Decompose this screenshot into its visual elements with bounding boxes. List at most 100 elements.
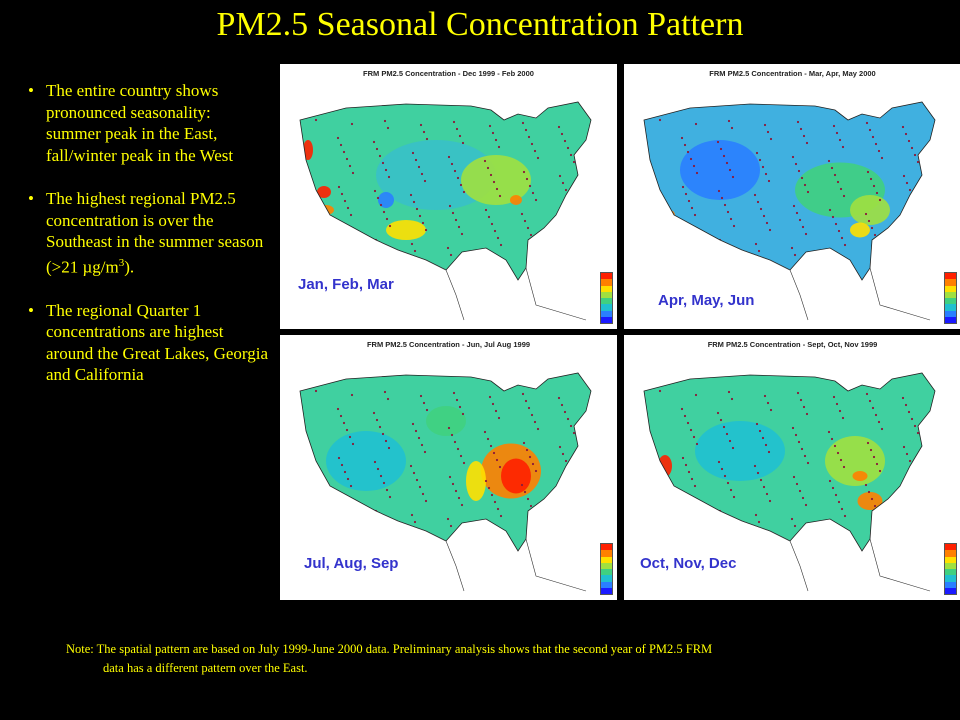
monitor-site-dot: [759, 207, 763, 211]
colorbar-swatch: [945, 298, 956, 305]
monitor-site-dot: [805, 412, 809, 416]
monitor-site-dot: [421, 221, 425, 225]
monitor-site-dot: [386, 126, 390, 130]
border-lines: [375, 510, 587, 592]
monitor-site-dot: [827, 159, 831, 163]
monitor-site-dot: [829, 257, 833, 261]
monitor-site-dot: [460, 503, 464, 507]
monitor-site-dot: [527, 135, 531, 139]
monitor-site-dot: [658, 118, 662, 122]
monitor-site-dot: [757, 520, 761, 524]
monitor-site-dot: [528, 184, 532, 188]
monitor-site-dot: [879, 247, 883, 251]
monitor-site-dot: [342, 421, 346, 425]
monitor-site-dot: [912, 515, 916, 519]
us-pm25-map-q4: [643, 372, 936, 592]
monitor-site-dot: [522, 170, 526, 174]
monitor-site-dot: [462, 461, 466, 465]
concentration-region: [658, 455, 672, 477]
monitor-site-dot: [492, 180, 496, 184]
monitor-site-dot: [798, 218, 802, 222]
monitor-site-dot: [563, 139, 567, 143]
slide-title: PM2.5 Seasonal Concentration Pattern: [216, 6, 744, 43]
monitor-site-dot: [458, 134, 462, 138]
monitor-site-dot: [878, 198, 882, 202]
monitor-site-dot: [571, 522, 575, 526]
concentration-region: [501, 458, 531, 494]
monitor-site-dot: [916, 160, 920, 164]
monitor-site-dot: [917, 209, 921, 213]
monitor-site-dot: [450, 433, 454, 437]
monitor-site-dot: [455, 127, 459, 131]
monitor-site-dot: [800, 176, 804, 180]
monitor-site-dot: [415, 478, 419, 482]
concentration-region: [665, 210, 675, 220]
monitor-site-dot: [528, 455, 532, 459]
monitor-site-dot: [799, 398, 803, 402]
monitor-site-dot: [486, 166, 490, 170]
map-base-shape: [644, 373, 935, 551]
monitor-site-dot: [828, 208, 832, 212]
monitor-site-dot: [840, 507, 844, 511]
monitor-site-dot: [346, 477, 350, 481]
monitor-site-dot: [909, 237, 913, 241]
monitor-site-dot: [411, 422, 415, 426]
monitor-site-dot: [716, 411, 720, 415]
monitor-site-dot: [459, 183, 463, 187]
monitor-site-dot: [531, 462, 535, 466]
monitor-site-dot: [880, 156, 884, 160]
concentration-region: [850, 222, 870, 238]
monitor-site-dot: [791, 155, 795, 159]
us-pm25-map-q3: [299, 372, 592, 592]
monitor-site-dot: [485, 528, 489, 532]
season-label: Oct, Nov, Dec: [640, 555, 737, 572]
monitor-site-dot: [727, 119, 731, 123]
map-base-shape: [300, 373, 591, 551]
monitor-site-dot: [909, 508, 913, 512]
monitor-site-dot: [872, 455, 876, 459]
colorbar-swatch: [945, 550, 956, 557]
monitor-site-dot: [794, 433, 798, 437]
monitor-site-dot: [832, 124, 836, 128]
monitor-site-dot: [766, 401, 770, 405]
map-panel-q3: FRM PM2.5 Concentration - Jun, Jul Aug 1…: [280, 335, 617, 600]
monitor-site-dot: [915, 522, 919, 526]
monitor-site-dot: [414, 429, 418, 433]
monitor-site-dot: [524, 128, 528, 132]
monitor-site-dot: [337, 456, 341, 460]
monitor-site-dot: [725, 432, 729, 436]
colorbar-swatch: [945, 569, 956, 576]
monitor-site-dot: [568, 515, 572, 519]
monitor-site-dot: [461, 412, 465, 416]
monitor-site-dot: [720, 467, 724, 471]
monitor-site-dot: [344, 519, 348, 523]
monitor-site-dot: [756, 471, 760, 475]
monitor-site-dot: [566, 146, 570, 150]
monitor-site-dot: [339, 414, 343, 418]
colorbar-swatch: [945, 304, 956, 311]
colorbar-legend: [600, 272, 613, 324]
colorbar-swatch: [945, 544, 956, 551]
monitor-site-dot: [526, 497, 530, 501]
season-label: Jul, Aug, Sep: [304, 555, 399, 572]
monitor-site-dot: [521, 392, 525, 396]
monitor-site-dot: [792, 475, 796, 479]
monitor-site-dot: [419, 394, 423, 398]
monitor-site-dot: [725, 161, 729, 165]
monitor-site-dot: [346, 206, 350, 210]
monitor-site-dot: [380, 523, 384, 527]
monitor-site-dot: [384, 439, 388, 443]
monitor-site-dot: [762, 485, 766, 489]
monitor-site-dot: [372, 411, 376, 415]
monitor-site-dot: [523, 219, 527, 223]
colorbar-legend: [944, 543, 957, 595]
monitor-site-dot: [837, 500, 841, 504]
monitor-site-dot: [834, 222, 838, 226]
monitor-site-dot: [658, 389, 662, 393]
concentration-region: [466, 461, 486, 501]
monitor-site-dot: [419, 123, 423, 127]
monitor-site-dot: [720, 196, 724, 200]
monitor-site-dot: [840, 236, 844, 240]
monitor-site-dot: [314, 118, 318, 122]
colorbar-swatch: [601, 550, 612, 557]
